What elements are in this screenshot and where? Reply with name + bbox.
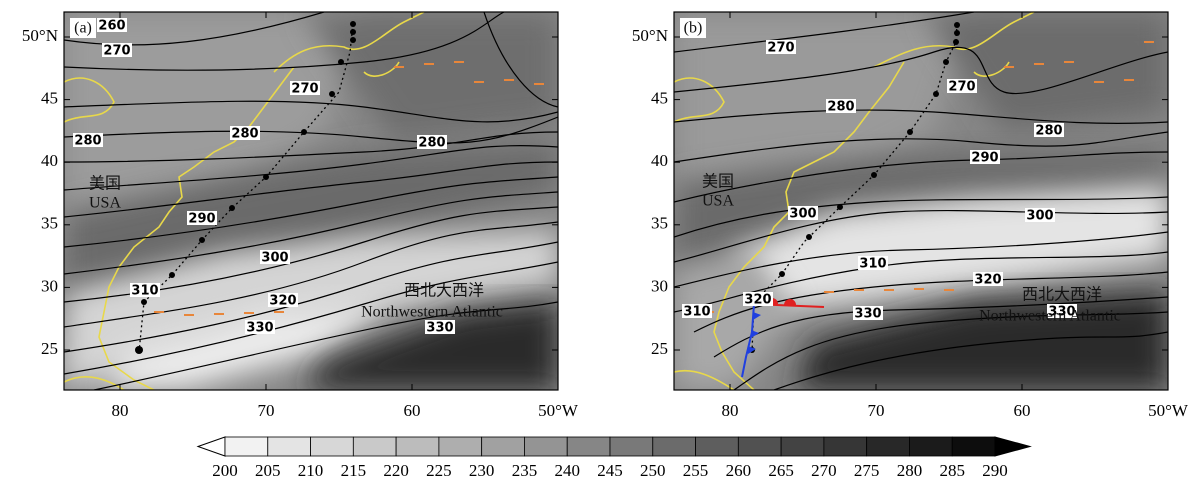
x-tick-label: 50°W <box>1148 401 1189 420</box>
x-tick-label: 60 <box>404 401 421 420</box>
contour-label: 280 <box>74 134 101 149</box>
ocean-label: Northwestern Atlantic <box>979 308 1121 325</box>
colorbar-tick-label: 240 <box>554 461 580 480</box>
contour-label: 280 <box>418 136 445 151</box>
ocean-label: Northwestern Atlantic <box>361 304 503 321</box>
contour-label: 270 <box>103 44 130 59</box>
colorbar-tick-label: 225 <box>426 461 452 480</box>
figure: 50°N454035302580706050°W2602702702802802… <box>0 0 1195 486</box>
contour-label: 300 <box>789 207 816 222</box>
colorbar-tick-label: 260 <box>726 461 752 480</box>
y-tick-label: 50°N <box>22 26 58 45</box>
satellite-image <box>674 12 1168 390</box>
y-tick-label: 35 <box>651 214 668 233</box>
contour-label: 300 <box>1026 209 1053 224</box>
contour-label: 310 <box>683 305 710 320</box>
y-tick-label: 30 <box>41 276 58 295</box>
contour-label: 320 <box>974 273 1001 288</box>
contour-label: 310 <box>131 284 158 299</box>
colorbar-box <box>952 437 995 456</box>
colorbar-tick-label: 245 <box>597 461 623 480</box>
contour-label: 310 <box>859 257 886 272</box>
colorbar-box <box>867 437 910 456</box>
y-tick-label: 40 <box>41 151 58 170</box>
land-label: USA <box>89 195 121 212</box>
contour-label: 270 <box>767 41 794 56</box>
contour-label: 300 <box>261 251 288 266</box>
x-tick-label: 80 <box>722 401 739 420</box>
contour-label: 320 <box>744 293 771 308</box>
contour-label: 330 <box>854 307 881 322</box>
colorbar-tick-label: 285 <box>939 461 965 480</box>
contour-label: 290 <box>971 151 998 166</box>
y-tick-label: 40 <box>651 151 668 170</box>
y-tick-label: 35 <box>41 214 58 233</box>
colorbar-tick-label: 205 <box>255 461 281 480</box>
colorbar-box <box>696 437 739 456</box>
ocean-label: 西北大西洋 <box>1022 286 1102 304</box>
map-panel: 50°N 45 40 35 30 25 80 70 60 50°W 260 270 270 280 280 2… <box>22 12 579 420</box>
x-tick-label: 70 <box>868 401 885 420</box>
colorbar-box <box>738 437 781 456</box>
colorbar-tick-label: 250 <box>640 461 666 480</box>
colorbar-box <box>824 437 867 456</box>
colorbar-tick-label: 210 <box>298 461 324 480</box>
colorbar-tick-label: 220 <box>383 461 409 480</box>
colorbar-box <box>353 437 396 456</box>
contour-label: 290 <box>188 212 215 227</box>
colorbar-extend-high <box>995 437 1030 456</box>
colorbar: 200 205 210 215 220 225 230 235 240 245 250 255 260 2… <box>198 437 1030 480</box>
contour-label: 330 <box>426 321 453 336</box>
y-tick-label: 45 <box>651 89 668 108</box>
colorbar-box <box>225 437 268 456</box>
contour-label: 280 <box>1035 124 1062 139</box>
colorbar-tick-label: 265 <box>768 461 794 480</box>
colorbar-tick-label: 235 <box>512 461 538 480</box>
colorbar-tick-label: 280 <box>897 461 923 480</box>
colorbar-box <box>909 437 952 456</box>
colorbar-tick-label: 230 <box>469 461 495 480</box>
land-label: 美国 <box>702 173 734 191</box>
colorbar-box <box>482 437 525 456</box>
colorbar-tick-label: 200 <box>212 461 238 480</box>
y-tick-label: 30 <box>651 276 668 295</box>
colorbar-box <box>268 437 311 456</box>
land-label: 美国 <box>89 175 121 193</box>
colorbar-box <box>653 437 696 456</box>
colorbar-box <box>781 437 824 456</box>
colorbar-tick-label: 275 <box>854 461 880 480</box>
colorbar-tick-label: 290 <box>982 461 1008 480</box>
y-tick-label: 25 <box>41 339 58 358</box>
colorbar-box <box>567 437 610 456</box>
contour-label: 320 <box>269 294 296 309</box>
panel-label: (b) <box>684 20 703 37</box>
colorbar-box <box>396 437 439 456</box>
x-tick-label: 70 <box>258 401 275 420</box>
contour-label: 280 <box>231 127 258 142</box>
contour-label: 280 <box>827 100 854 115</box>
ocean-label: 西北大西洋 <box>404 282 484 300</box>
y-tick-label: 50°N <box>632 26 668 45</box>
x-tick-label: 80 <box>112 401 129 420</box>
x-tick-label: 50°W <box>538 401 579 420</box>
x-tick-label: 60 <box>1014 401 1031 420</box>
contour-label: 260 <box>98 19 125 34</box>
colorbar-box <box>524 437 567 456</box>
panel-label: (a) <box>74 20 92 37</box>
map-panel: 50°N 45 40 35 30 25 80 70 60 50°W 270 270 280 280 290 3… <box>632 12 1189 420</box>
colorbar-tick-label: 255 <box>683 461 709 480</box>
land-label: USA <box>702 193 734 210</box>
y-tick-label: 45 <box>41 89 58 108</box>
colorbar-tick-label: 215 <box>341 461 367 480</box>
y-tick-label: 25 <box>651 339 668 358</box>
satellite-image <box>64 12 558 390</box>
colorbar-box <box>311 437 354 456</box>
contour-label: 270 <box>948 80 975 95</box>
contour-label: 330 <box>246 321 273 336</box>
colorbar-extend-low <box>198 437 225 456</box>
colorbar-box <box>439 437 482 456</box>
contour-label: 270 <box>291 82 318 97</box>
colorbar-box <box>610 437 653 456</box>
colorbar-tick-label: 270 <box>811 461 837 480</box>
